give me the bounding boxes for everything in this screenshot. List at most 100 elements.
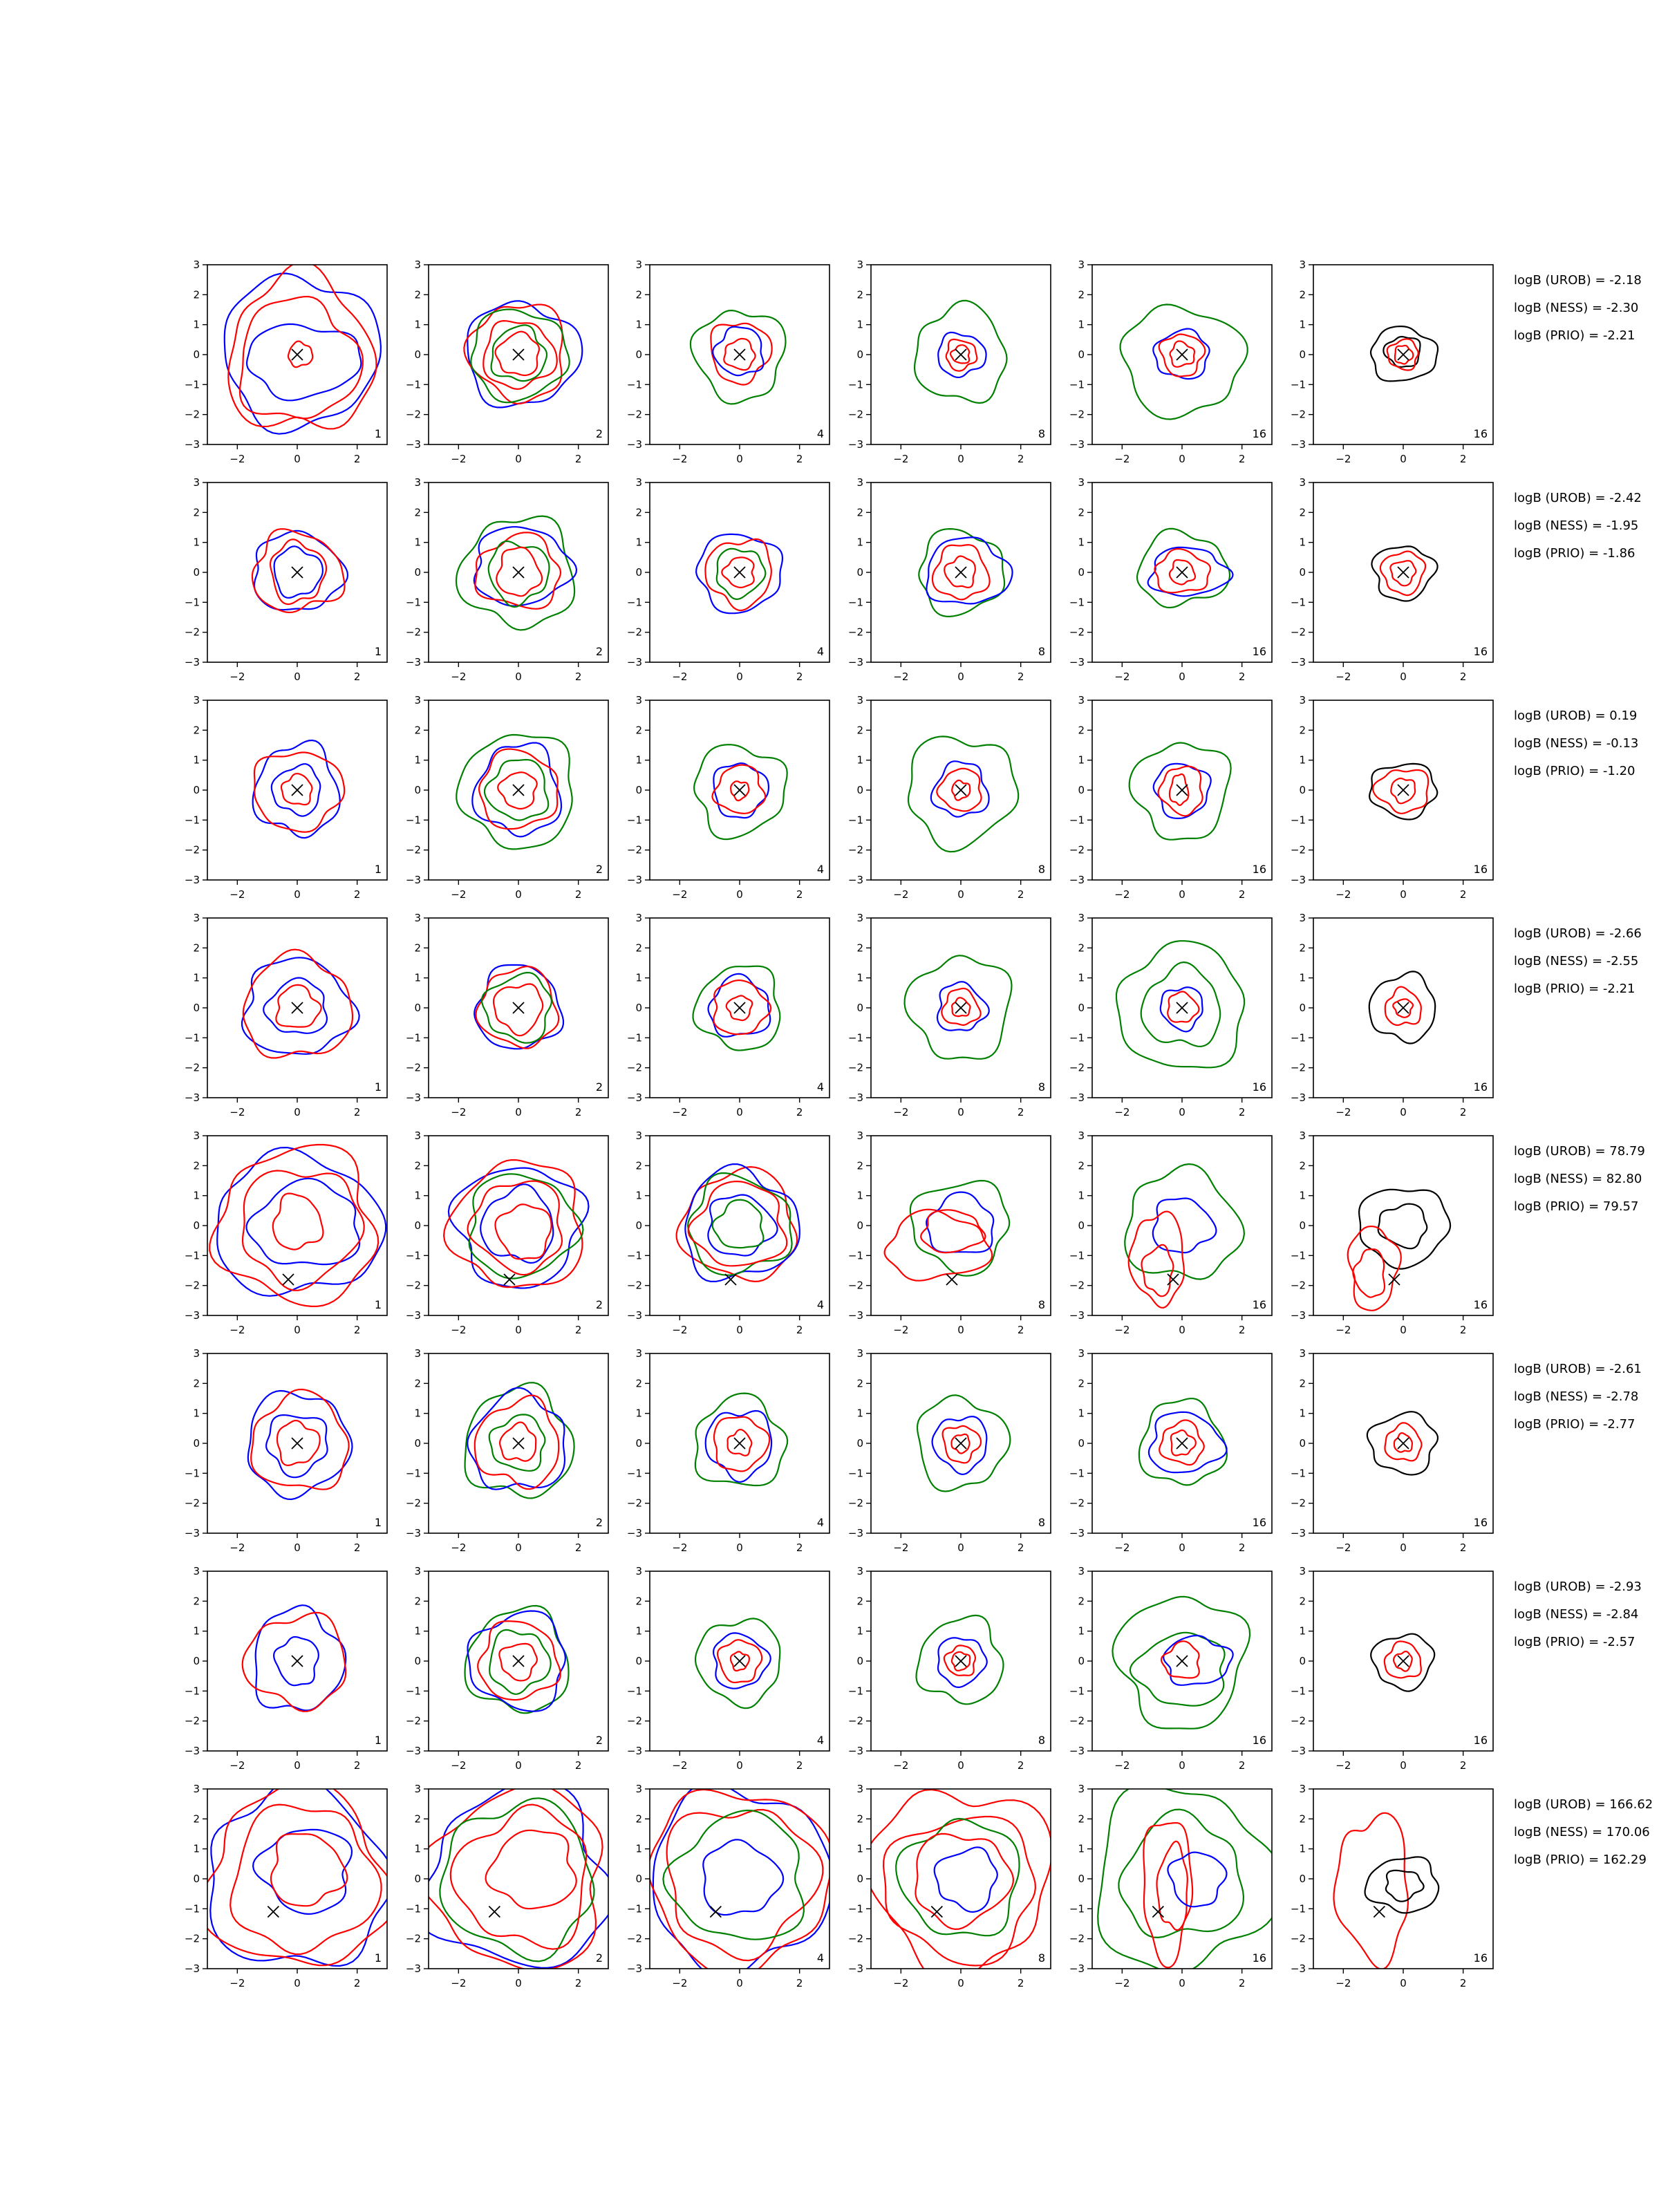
x-tick-label: 2 bbox=[575, 888, 582, 901]
contour-group bbox=[1128, 742, 1232, 841]
y-tick-label: −3 bbox=[627, 656, 642, 668]
blue-contour bbox=[467, 1387, 566, 1490]
black-contour bbox=[1364, 1856, 1440, 1914]
marker-x bbox=[1176, 348, 1188, 361]
red-contour bbox=[1392, 998, 1414, 1018]
y-tick-label: 0 bbox=[856, 566, 863, 579]
blue-contour bbox=[1167, 1851, 1228, 1908]
black-contour bbox=[1385, 1869, 1425, 1902]
y-tick-label: −2 bbox=[848, 626, 863, 639]
x-tick-label: −2 bbox=[1114, 453, 1130, 465]
x-tick-label: 2 bbox=[575, 1977, 582, 1989]
x-tick-label: −2 bbox=[672, 1324, 687, 1336]
y-tick-label: 2 bbox=[1299, 506, 1306, 518]
panel-count-label: 16 bbox=[1474, 863, 1488, 876]
y-tick-label: 1 bbox=[414, 319, 421, 331]
x-tick-label: 2 bbox=[1018, 1106, 1024, 1118]
red-contour bbox=[1390, 777, 1416, 805]
red-contour bbox=[494, 1203, 552, 1260]
panel-count-label: 8 bbox=[1038, 1734, 1045, 1747]
y-tick-label: 0 bbox=[1299, 348, 1306, 361]
y-tick-label: 2 bbox=[856, 1159, 863, 1172]
green-contour bbox=[915, 1614, 1004, 1705]
y-tick-label: −3 bbox=[185, 1527, 200, 1539]
contour-group bbox=[695, 533, 784, 615]
panel-r1-c1: −2 0 2 −3 −2 −1 0 1 2 3 1 bbox=[185, 259, 388, 465]
x-tick-label: 0 bbox=[736, 671, 743, 683]
panel-r3-c5: −2 0 2 −3 −2 −1 0 1 2 3 16 bbox=[1069, 694, 1273, 901]
contour-group bbox=[247, 1388, 353, 1501]
blue-contour bbox=[1159, 986, 1203, 1033]
red-contour bbox=[1393, 1650, 1413, 1672]
y-tick-label: −3 bbox=[627, 1091, 642, 1104]
logb-annotation: logB (NESS) = 170.06 bbox=[1514, 1825, 1650, 1839]
marker-x bbox=[512, 566, 525, 579]
y-tick-label: −1 bbox=[185, 378, 200, 391]
y-tick-label: −3 bbox=[1069, 1527, 1085, 1539]
y-tick-label: 3 bbox=[193, 1783, 200, 1795]
contour-group bbox=[1124, 1163, 1246, 1309]
red-contour bbox=[272, 1192, 324, 1250]
y-tick-label: 1 bbox=[635, 1625, 642, 1638]
green-contour bbox=[1138, 1398, 1228, 1486]
blue-contour bbox=[937, 1637, 988, 1689]
red-contour bbox=[915, 1833, 1015, 1931]
marker-x bbox=[733, 1655, 746, 1667]
y-tick-label: 2 bbox=[193, 724, 200, 736]
y-tick-label: −3 bbox=[1069, 1745, 1085, 1757]
y-tick-label: 2 bbox=[414, 1812, 421, 1825]
blue-contour bbox=[241, 957, 360, 1055]
y-tick-label: −3 bbox=[1069, 656, 1085, 668]
x-tick-label: −2 bbox=[1335, 1106, 1351, 1118]
contour-group bbox=[1097, 1789, 1272, 1969]
y-tick-label: −1 bbox=[1291, 1031, 1306, 1044]
y-tick-label: 2 bbox=[1299, 288, 1306, 301]
y-tick-label: −1 bbox=[627, 814, 642, 826]
panel-r5-c4: −2 0 2 −3 −2 −1 0 1 2 3 8 bbox=[848, 1130, 1051, 1336]
red-contour bbox=[945, 338, 978, 372]
y-tick-label: 2 bbox=[856, 288, 863, 301]
panel-r4-c5: −2 0 2 −3 −2 −1 0 1 2 3 16 bbox=[1069, 912, 1273, 1118]
x-tick-label: −2 bbox=[229, 1977, 245, 1989]
y-tick-label: 3 bbox=[856, 259, 863, 271]
y-tick-label: −3 bbox=[627, 1745, 642, 1757]
blue-contour bbox=[1163, 1634, 1234, 1686]
contour-group bbox=[689, 309, 787, 405]
y-tick-label: 3 bbox=[856, 476, 863, 489]
x-tick-label: 0 bbox=[736, 1106, 743, 1118]
y-tick-label: −2 bbox=[185, 1933, 200, 1945]
y-tick-label: 2 bbox=[414, 506, 421, 518]
red-contour bbox=[475, 966, 560, 1049]
red-contour bbox=[729, 1651, 750, 1672]
logb-annotation: logB (UROB) = 0.19 bbox=[1514, 709, 1637, 723]
red-contour bbox=[474, 532, 562, 610]
blue-contour bbox=[1147, 1411, 1228, 1474]
y-tick-label: 3 bbox=[635, 1347, 642, 1360]
y-tick-label: 1 bbox=[635, 1843, 642, 1855]
y-tick-label: 2 bbox=[414, 1159, 421, 1172]
marker-x bbox=[930, 1906, 943, 1918]
x-tick-label: 0 bbox=[1400, 453, 1407, 465]
panel-count-label: 16 bbox=[1474, 1298, 1488, 1311]
green-contour bbox=[464, 1604, 570, 1714]
y-tick-label: −3 bbox=[406, 1962, 421, 1975]
panel-r8-c6: −2 0 2 −3 −2 −1 0 1 2 3 16 bbox=[1291, 1783, 1494, 1989]
y-tick-label: 0 bbox=[414, 1002, 421, 1014]
y-tick-label: −3 bbox=[185, 656, 200, 668]
red-contour bbox=[951, 997, 971, 1018]
y-tick-label: −3 bbox=[185, 1962, 200, 1975]
x-tick-label: 0 bbox=[736, 1977, 743, 1989]
contour-group bbox=[252, 739, 346, 839]
panel-count-label: 1 bbox=[375, 1516, 382, 1529]
red-contour bbox=[675, 1165, 798, 1283]
red-contour bbox=[275, 984, 322, 1028]
y-tick-label: −3 bbox=[406, 1091, 421, 1104]
x-tick-label: 2 bbox=[1018, 888, 1024, 901]
panel-r3-c1: −2 0 2 −3 −2 −1 0 1 2 3 1 bbox=[185, 694, 388, 901]
panel-r6-c2: −2 0 2 −3 −2 −1 0 1 2 3 2 bbox=[406, 1347, 609, 1554]
x-tick-label: 2 bbox=[1018, 1977, 1024, 1989]
y-tick-label: 3 bbox=[635, 476, 642, 489]
y-tick-label: −1 bbox=[848, 1902, 863, 1915]
green-contour bbox=[483, 758, 550, 821]
marker-x bbox=[733, 566, 746, 579]
